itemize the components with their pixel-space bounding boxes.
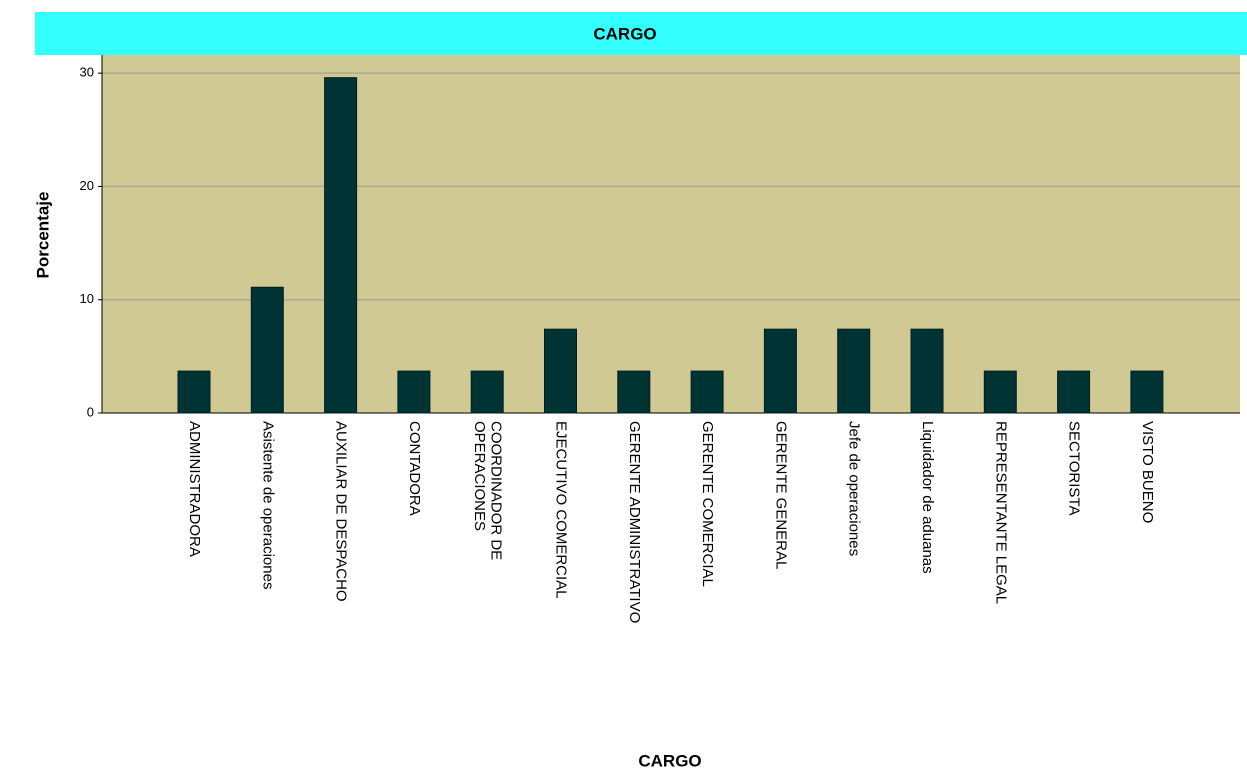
y-tick-label: 0 [87, 404, 94, 419]
x-tick-label: EJECUTIVO COMERCIAL [553, 421, 570, 599]
x-tick-label: GERENTE ADMINISTRATIVO [626, 421, 643, 623]
bar [397, 370, 431, 414]
y-tick-label: 10 [80, 291, 94, 306]
bar [763, 328, 797, 414]
x-tick-label: Asistente de operaciones [259, 421, 276, 589]
y-tick-label: 30 [80, 65, 94, 80]
label-line: COORDINADOR DE [487, 421, 504, 560]
x-tick-label: AUXILIAR DE DESPACHO [333, 421, 350, 602]
x-axis-label: CARGO [638, 751, 701, 769]
title-bar [35, 12, 1247, 55]
bar [837, 328, 871, 414]
x-tick-label: VISTO BUENO [1139, 421, 1156, 523]
bar [250, 286, 284, 414]
x-tick-label: REPRESENTANTE LEGAL [992, 421, 1009, 604]
bar [983, 370, 1017, 414]
bar [324, 77, 358, 414]
bar [617, 370, 651, 414]
bar [470, 370, 504, 414]
bar [177, 370, 211, 414]
bar [1057, 370, 1091, 414]
label-line: OPERACIONES [471, 421, 488, 531]
bar [544, 328, 577, 414]
bar [690, 370, 724, 414]
x-tick-label: Jefe de operaciones [846, 421, 863, 556]
x-tick-label: CONTADORA [406, 421, 423, 516]
y-tick-label: 20 [80, 178, 94, 193]
x-tick-label: Liquidador de aduanas [919, 421, 936, 574]
x-tick-label: ADMINISTRADORA [186, 421, 203, 557]
chart-title: CARGO [593, 24, 656, 43]
x-tick-label: COORDINADOR DEOPERACIONES [471, 421, 505, 560]
plot-area [102, 55, 1240, 413]
bar [1130, 370, 1164, 414]
x-tick-label: GERENTE GENERAL [772, 421, 789, 569]
x-tick-label: SECTORISTA [1066, 421, 1083, 515]
x-tick-label: GERENTE COMERCIAL [699, 421, 716, 587]
y-axis-label: Porcentaje [33, 192, 52, 279]
bar [910, 328, 944, 414]
